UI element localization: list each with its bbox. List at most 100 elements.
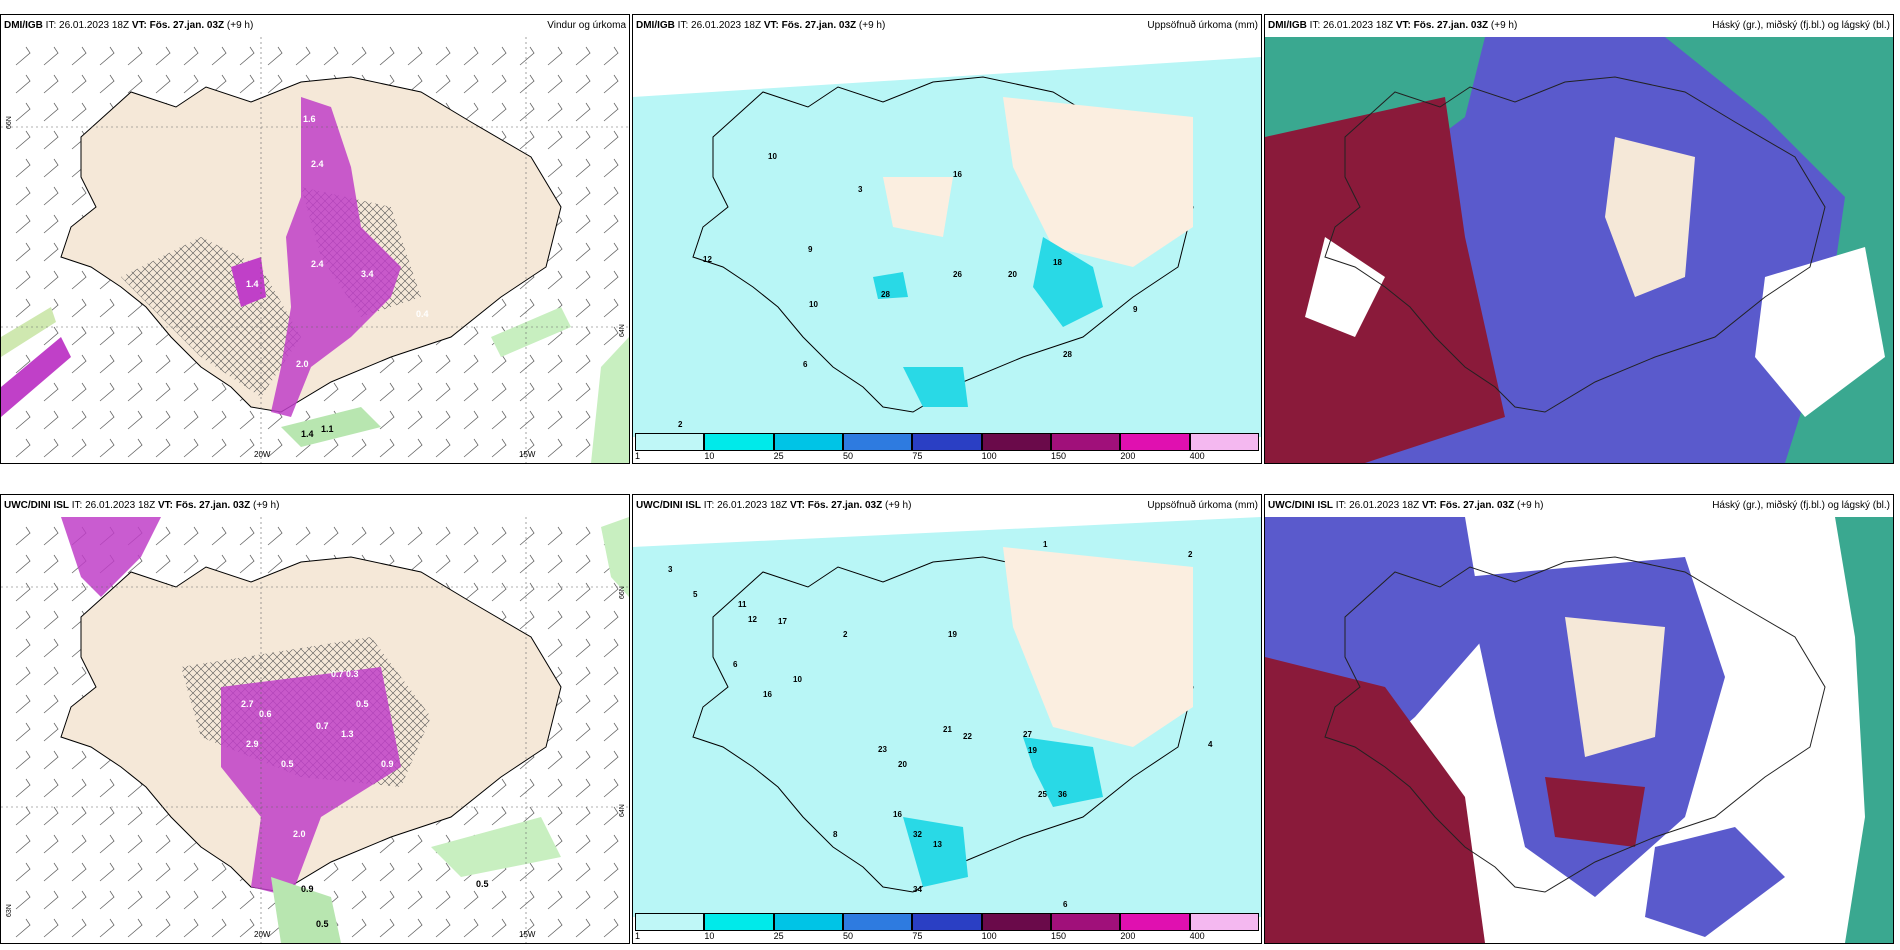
wind-barb (351, 382, 367, 402)
precip-label: 0.9 (301, 884, 314, 894)
legend-tick: 50 (843, 451, 854, 461)
wind-barb (547, 242, 563, 262)
wind-barb (407, 834, 423, 854)
wind-barb (211, 554, 227, 574)
wind-barb (463, 890, 479, 910)
precip-label: 20 (898, 760, 907, 769)
precip-label: 19 (948, 630, 957, 639)
wind-barb (575, 806, 591, 826)
wind-barb (43, 130, 59, 150)
wind-barb (71, 806, 87, 826)
wind-barb (15, 610, 31, 630)
map-plot: 20W 15W 66N 64N 63N 0.7 2.7 0.6 2.9 0.5 … (1, 517, 629, 943)
precip-label: 10 (809, 300, 818, 309)
legend-swatch (1051, 913, 1121, 931)
legend-swatch (912, 433, 982, 451)
wind-barb (155, 554, 171, 574)
wind-barb (435, 74, 451, 94)
precip-label: 0.7 (331, 669, 344, 679)
wind-barb (155, 382, 171, 402)
precip-label: 0.5 (476, 879, 489, 889)
legend-tick: 25 (773, 931, 784, 941)
wind-barb (407, 438, 423, 458)
wind-barb (575, 610, 591, 630)
legend-swatch (635, 913, 705, 931)
legend-swatch (843, 913, 913, 931)
precip-label: 2.4 (311, 159, 324, 169)
wind-barb (71, 382, 87, 402)
legend-swatch (912, 913, 982, 931)
wind-barb (407, 862, 423, 882)
wind-barb (211, 862, 227, 882)
legend-swatch (1189, 913, 1259, 931)
legend-swatch (1120, 913, 1190, 931)
wind-barb (15, 554, 31, 574)
precip-legend: 1 10 25 50 75 100 150 200 400 (635, 913, 1259, 941)
wind-barb (491, 806, 507, 826)
wind-barb (603, 186, 619, 206)
wind-barb (351, 526, 367, 546)
wind-barb (43, 722, 59, 742)
wind-barb (463, 382, 479, 402)
precip-label: 2 (843, 630, 848, 639)
precip-label: 5 (693, 590, 698, 599)
precip-label: 11 (738, 600, 747, 609)
wind-barb (155, 46, 171, 66)
legend-swatch (1189, 433, 1259, 451)
wind-barb (71, 890, 87, 910)
wind-barb (43, 694, 59, 714)
legend-tick: 75 (912, 931, 923, 941)
wind-barb (127, 46, 143, 66)
wind-barb (575, 214, 591, 234)
wind-barb (323, 526, 339, 546)
wind-barb (127, 834, 143, 854)
legend-tick: 25 (773, 451, 784, 461)
wind-barb (379, 410, 395, 430)
wind-barb (575, 74, 591, 94)
wind-barb (435, 354, 451, 374)
wind-barb (575, 638, 591, 658)
legend-swatch (773, 433, 843, 451)
precip-label: 1.3 (341, 729, 354, 739)
wind-barb (15, 806, 31, 826)
panel-wind-precip-dmi: DMI/IGB IT: 26.01.2023 18Z VT: Fös. 27.j… (0, 14, 630, 464)
wind-barb (15, 130, 31, 150)
legend-swatch (1120, 433, 1190, 451)
precip-label: 32 (913, 830, 922, 839)
field-title: Uppsöfnuð úrkoma (mm) (1147, 500, 1258, 511)
wind-barb (15, 750, 31, 770)
precip-label: 0.9 (381, 759, 394, 769)
field-title: Háský (gr.), miðský (fj.bl.) og lágský (… (1712, 500, 1890, 511)
lon-label-20w: 20W (254, 930, 271, 939)
wind-barb (547, 354, 563, 374)
wind-barb (183, 74, 199, 94)
precip-label: 2.0 (293, 829, 306, 839)
legend-tick: 100 (981, 451, 997, 461)
wind-barb (127, 410, 143, 430)
wind-barb (435, 410, 451, 430)
wind-barb (211, 526, 227, 546)
wind-barb (155, 862, 171, 882)
wind-barb (43, 74, 59, 94)
wind-barb (43, 46, 59, 66)
wind-barb (603, 918, 619, 938)
panel-header: UWC/DINI ISL IT: 26.01.2023 18Z VT: Fös.… (4, 500, 280, 511)
precip-label: 25 (1038, 790, 1047, 799)
wind-barb (351, 918, 367, 938)
wind-barb (575, 326, 591, 346)
legend-tick: 400 (1189, 931, 1205, 941)
wind-barb (603, 102, 619, 122)
wind-barb (575, 722, 591, 742)
wind-barb (183, 890, 199, 910)
wind-barb (575, 526, 591, 546)
wind-barb (99, 834, 115, 854)
wind-barb (267, 554, 283, 574)
precip-label: 22 (963, 732, 972, 741)
wind-barb (547, 438, 563, 458)
wind-barb (463, 438, 479, 458)
wind-barb (463, 326, 479, 346)
wind-barb (603, 46, 619, 66)
wind-barb (547, 130, 563, 150)
legend-swatch (843, 433, 913, 451)
wind-barb (43, 918, 59, 938)
